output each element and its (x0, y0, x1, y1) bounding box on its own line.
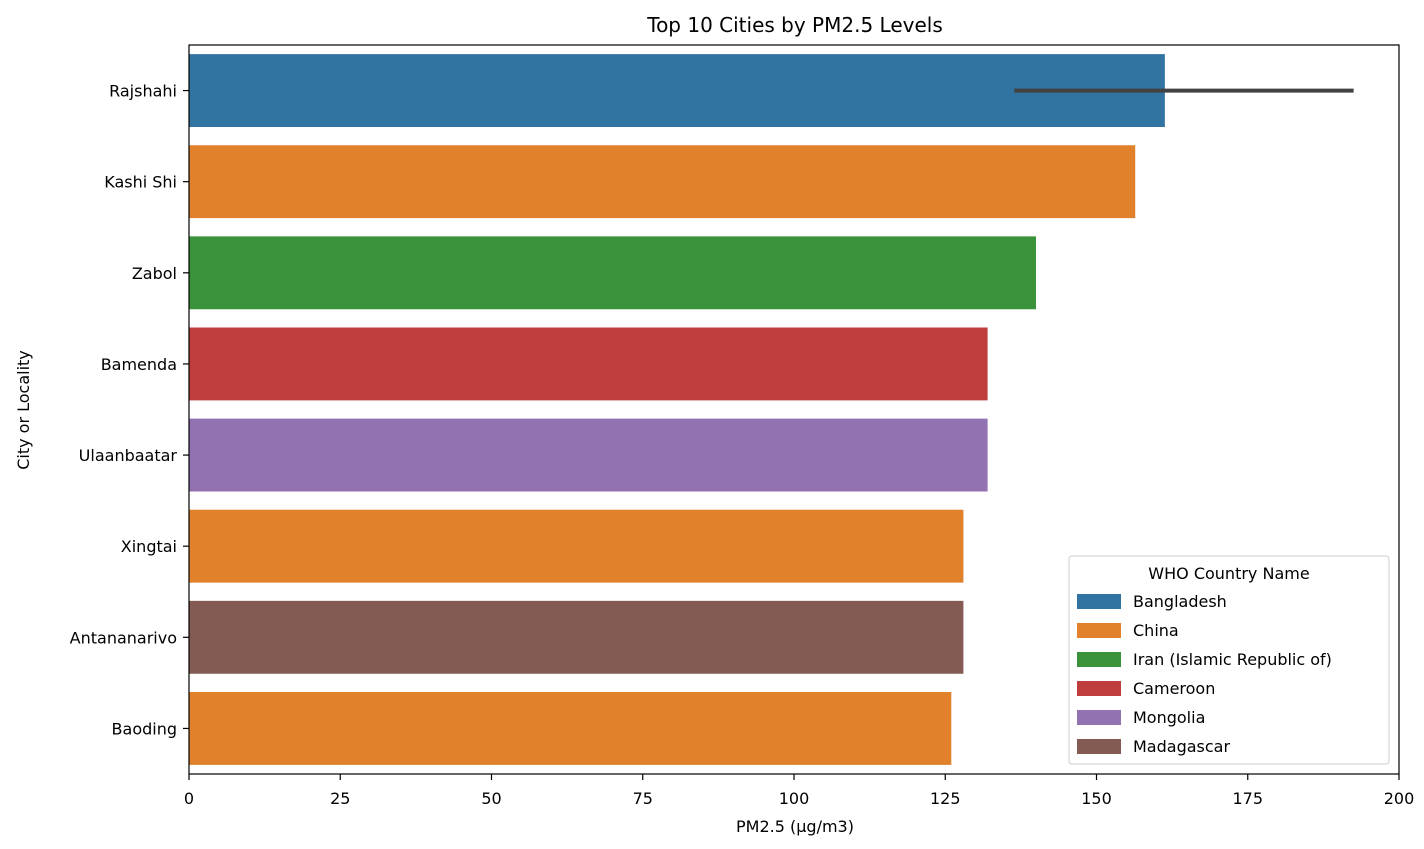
y-tick-label: Rajshahi (109, 82, 177, 101)
legend-title: WHO Country Name (1148, 564, 1309, 583)
x-tick-label: 100 (779, 789, 810, 808)
legend-label-iran-islamic-republic-of: Iran (Islamic Republic of) (1133, 650, 1332, 669)
legend-label-madagascar: Madagascar (1133, 737, 1230, 756)
chart-title: Top 10 Cities by PM2.5 Levels (646, 13, 943, 37)
legend-swatch-mongolia (1077, 710, 1121, 725)
legend-swatch-cameroon (1077, 681, 1121, 696)
bars-layer (189, 54, 1165, 765)
legend-box (1068, 555, 1390, 765)
bar-baoding (189, 691, 952, 765)
bar-bamenda (189, 327, 988, 401)
y-tick-label: Kashi Shi (104, 173, 177, 192)
y-tick-label: Zabol (132, 264, 177, 283)
y-tick-label: Ulaanbaatar (79, 446, 178, 465)
legend-label-china: China (1133, 621, 1179, 640)
x-tick-label: 75 (633, 789, 653, 808)
y-tick-label: Antananarivo (70, 628, 177, 647)
y-tick-label: Baoding (112, 719, 177, 738)
y-axis-label: City or Locality (14, 350, 33, 470)
x-axis-label: PM2.5 (µg/m3) (736, 817, 854, 836)
x-tick-label: 150 (1081, 789, 1112, 808)
x-axis: 0 25 50 75 100 125 150 175 200 (184, 774, 1414, 808)
legend-entries: Bangladesh China Iran (Islamic Republic of… (1077, 592, 1332, 756)
x-tick-label: 25 (330, 789, 350, 808)
legend-label-cameroon: Cameroon (1133, 679, 1215, 698)
y-tick-label: Xingtai (121, 537, 177, 556)
bar-kashi-shi (189, 145, 1136, 219)
x-tick-label: 200 (1384, 789, 1415, 808)
y-tick-label: Bamenda (101, 355, 177, 374)
legend-swatch-madagascar (1077, 739, 1121, 754)
x-tick-label: 175 (1232, 789, 1263, 808)
bar-antananarivo (189, 600, 964, 674)
bar-xingtai (189, 509, 964, 583)
bar-zabol (189, 236, 1036, 310)
legend-label-mongolia: Mongolia (1133, 708, 1205, 727)
legend-swatch-bangladesh (1077, 594, 1121, 609)
bar-ulaanbaatar (189, 418, 988, 492)
legend-swatch-iran-islamic-republic-of (1077, 652, 1121, 667)
x-tick-label: 125 (930, 789, 961, 808)
legend-swatch-china (1077, 623, 1121, 638)
x-tick-label: 0 (184, 789, 194, 808)
legend-label-bangladesh: Bangladesh (1133, 592, 1227, 611)
bar-rajshahi (189, 54, 1165, 128)
legend: WHO Country Name Bangladesh China Iran (Is… (1068, 555, 1390, 765)
x-tick-label: 50 (481, 789, 501, 808)
y-axis: Rajshahi Kashi Shi Zabol Bamenda Ulaanbaatar… (70, 82, 189, 738)
